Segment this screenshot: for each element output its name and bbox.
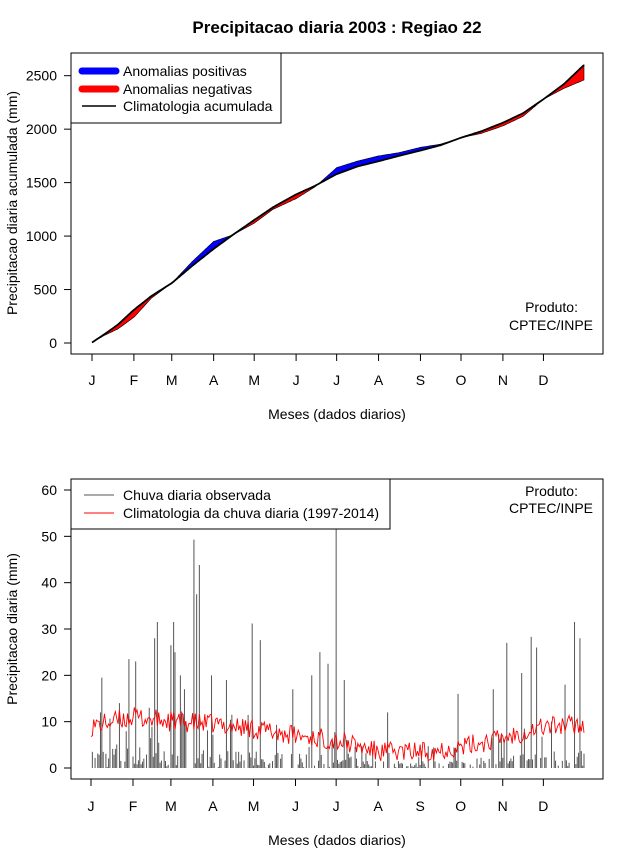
x-tick-label: O bbox=[455, 798, 466, 814]
x-tick-label: O bbox=[456, 372, 467, 388]
x-tick-label: J bbox=[333, 372, 340, 388]
chart-daily: 0 10 20 30 40 50 60 J F M A M J J A S O N D Meses (dados … bbox=[4, 478, 604, 848]
series-lines bbox=[91, 64, 585, 344]
y-tick-label: 10 bbox=[41, 714, 57, 730]
x-tick-label: S bbox=[416, 372, 425, 388]
x-tick-label: A bbox=[374, 372, 384, 388]
y-tick-label: 60 bbox=[41, 482, 57, 498]
legend-label-positive: Anomalias positivas bbox=[123, 63, 247, 79]
x-tick-label: F bbox=[129, 798, 138, 814]
x-tick-label: A bbox=[209, 372, 219, 388]
x-tick-label: M bbox=[248, 372, 260, 388]
y-tick-label: 1000 bbox=[26, 228, 57, 244]
x-tick-label: J bbox=[293, 372, 300, 388]
x-tick-label: J bbox=[89, 372, 96, 388]
x-tick-label: N bbox=[498, 798, 508, 814]
x-axis-label: Meses (dados diarios) bbox=[268, 832, 406, 848]
y-axis-label: Precipitacao diaria acumulada (mm) bbox=[4, 91, 20, 315]
x-tick-label: D bbox=[538, 372, 548, 388]
y-axis-label: Precipitacao diaria (mm) bbox=[4, 553, 20, 705]
x-tick-label: M bbox=[165, 798, 177, 814]
chart-cumulative: Precipitacao diaria 2003 : Regiao 22 0 50… bbox=[4, 18, 604, 422]
x-tick-label: J bbox=[333, 798, 340, 814]
climatology-line bbox=[90, 707, 585, 762]
x-tick-label: F bbox=[130, 372, 139, 388]
legend-label-climatology: Climatologia da chuva diaria (1997-2014) bbox=[123, 505, 379, 521]
x-tick-label: J bbox=[88, 798, 95, 814]
x-tick-label: A bbox=[373, 798, 383, 814]
legend: Chuva diaria observada Climatologia da c… bbox=[70, 478, 391, 530]
y-tick-label: 1500 bbox=[26, 175, 57, 191]
y-tick-label: 2500 bbox=[26, 68, 57, 84]
x-axis-label: Meses (dados diarios) bbox=[268, 406, 406, 422]
y-tick-label: 50 bbox=[41, 528, 57, 544]
x-tick-label: D bbox=[538, 798, 548, 814]
observed-rain-bars bbox=[91, 522, 585, 768]
chart-title: Precipitacao diaria 2003 : Regiao 22 bbox=[192, 18, 481, 37]
annotation-produto: Produto: bbox=[525, 299, 578, 315]
legend-label-climatology: Climatologia acumulada bbox=[123, 98, 273, 114]
y-tick-label: 20 bbox=[41, 667, 57, 683]
negative-anomaly-area bbox=[462, 98, 544, 138]
y-axis: 0 500 1000 1500 2000 2500 bbox=[26, 68, 72, 351]
legend-label-negative: Anomalias negativas bbox=[123, 81, 252, 97]
x-tick-label: N bbox=[498, 372, 508, 388]
y-tick-label: 40 bbox=[41, 575, 57, 591]
y-tick-label: 0 bbox=[49, 760, 57, 776]
y-tick-label: 2000 bbox=[26, 121, 57, 137]
legend-label-observed: Chuva diaria observada bbox=[123, 487, 271, 503]
climatology-daily-line bbox=[90, 707, 585, 762]
climatology-cumulative-line bbox=[91, 64, 585, 344]
legend: Anomalias positivas Anomalias negativas … bbox=[70, 52, 282, 124]
y-tick-label: 30 bbox=[41, 621, 57, 637]
x-tick-label: M bbox=[248, 798, 260, 814]
annotation-cptec: CPTEC/INPE bbox=[509, 500, 593, 516]
y-axis: 0 10 20 30 40 50 60 bbox=[41, 482, 72, 776]
x-tick-label: M bbox=[166, 372, 178, 388]
legend-box bbox=[70, 478, 391, 530]
x-tick-label: J bbox=[292, 798, 299, 814]
y-tick-label: 500 bbox=[34, 282, 58, 298]
annotation-produto: Produto: bbox=[525, 483, 578, 499]
x-tick-label: S bbox=[415, 798, 424, 814]
x-tick-label: A bbox=[208, 798, 218, 814]
negative-anomaly-area bbox=[233, 182, 320, 235]
y-tick-label: 0 bbox=[49, 335, 57, 351]
annotation-cptec: CPTEC/INPE bbox=[509, 317, 593, 333]
